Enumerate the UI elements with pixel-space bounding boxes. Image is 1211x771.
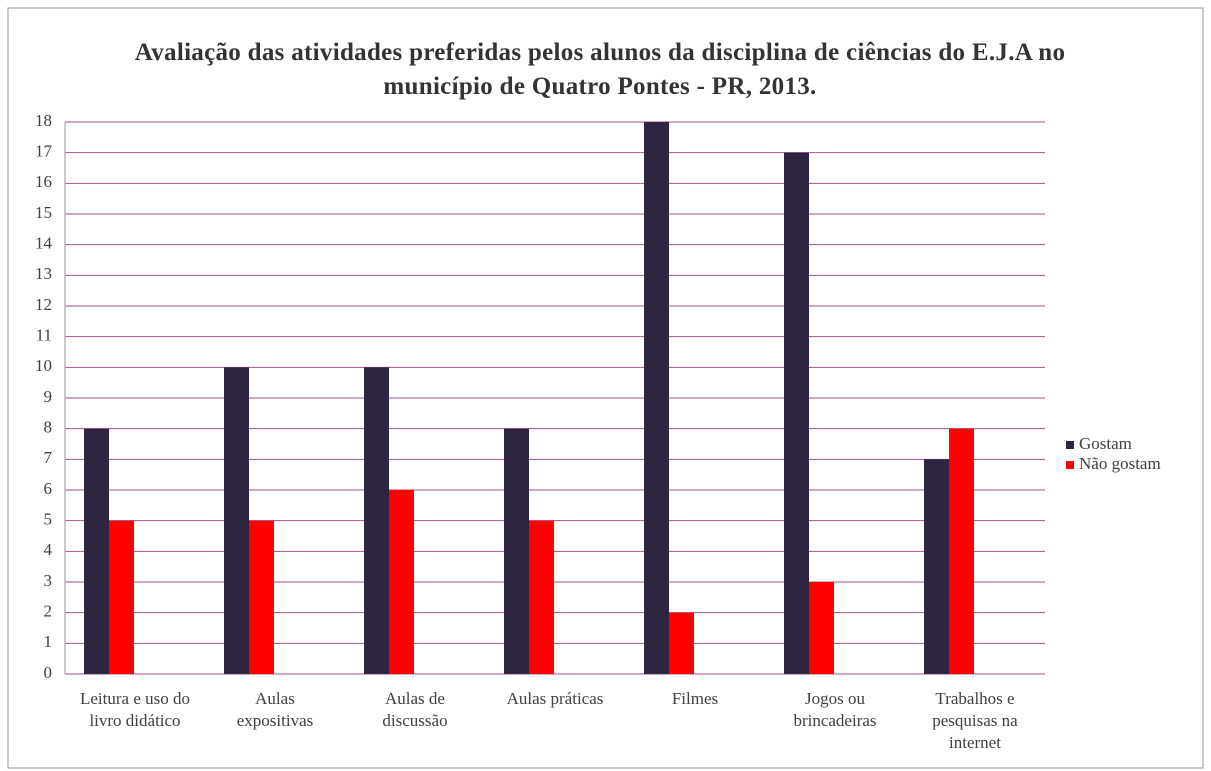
legend-swatch	[1066, 461, 1074, 469]
y-tick-label: 1	[44, 632, 53, 651]
x-tick-label: Leitura e uso do livro didático	[80, 689, 190, 730]
bar	[109, 520, 134, 674]
frame	[7, 7, 1204, 769]
y-tick-label: 8	[44, 418, 53, 437]
y-tick-label: 5	[44, 510, 53, 529]
bar	[784, 152, 809, 674]
bar	[389, 490, 414, 674]
y-tick-label: 9	[44, 387, 53, 406]
y-tick-label: 12	[35, 295, 52, 314]
y-tick-label: 7	[44, 448, 53, 467]
chart-title: Avaliação das atividades preferidas pelo…	[134, 39, 1066, 100]
bar	[924, 459, 949, 674]
y-tick-label: 14	[35, 234, 53, 253]
bar	[224, 367, 249, 674]
y-tick-label: 3	[44, 571, 53, 590]
bar	[249, 520, 274, 674]
bar	[949, 428, 974, 674]
y-tick-label: 11	[36, 326, 52, 345]
y-tick-label: 2	[44, 602, 53, 621]
legend-swatch	[1066, 441, 1074, 449]
y-tick-label: 10	[35, 356, 52, 375]
x-tick-label: Aulas expositivas	[236, 689, 314, 730]
y-tick-label: 15	[35, 203, 52, 222]
y-tick-label: 18	[35, 111, 52, 130]
legend-label: Não gostam	[1079, 454, 1161, 473]
bar	[529, 520, 554, 674]
y-tick-label: 4	[44, 540, 53, 559]
x-tick-label: Aulas de discussão	[382, 689, 448, 730]
bar	[364, 367, 389, 674]
legend-label: Gostam	[1079, 434, 1132, 453]
bar	[504, 428, 529, 674]
x-tick-label: Jogos ou brincadeiras	[793, 689, 877, 730]
bar	[669, 612, 694, 674]
y-tick-label: 0	[44, 663, 53, 682]
bar	[644, 122, 669, 674]
bar	[84, 428, 109, 674]
y-tick-label: 13	[35, 264, 52, 283]
bar	[809, 582, 834, 674]
y-tick-label: 6	[44, 479, 53, 498]
y-tick-label: 16	[35, 172, 52, 191]
x-tick-label: Aulas práticas	[506, 689, 604, 708]
x-tick-label: Filmes	[671, 689, 719, 708]
x-tick-label: Trabalhos e pesquisas na internet	[932, 689, 1018, 752]
y-tick-label: 17	[35, 142, 53, 161]
